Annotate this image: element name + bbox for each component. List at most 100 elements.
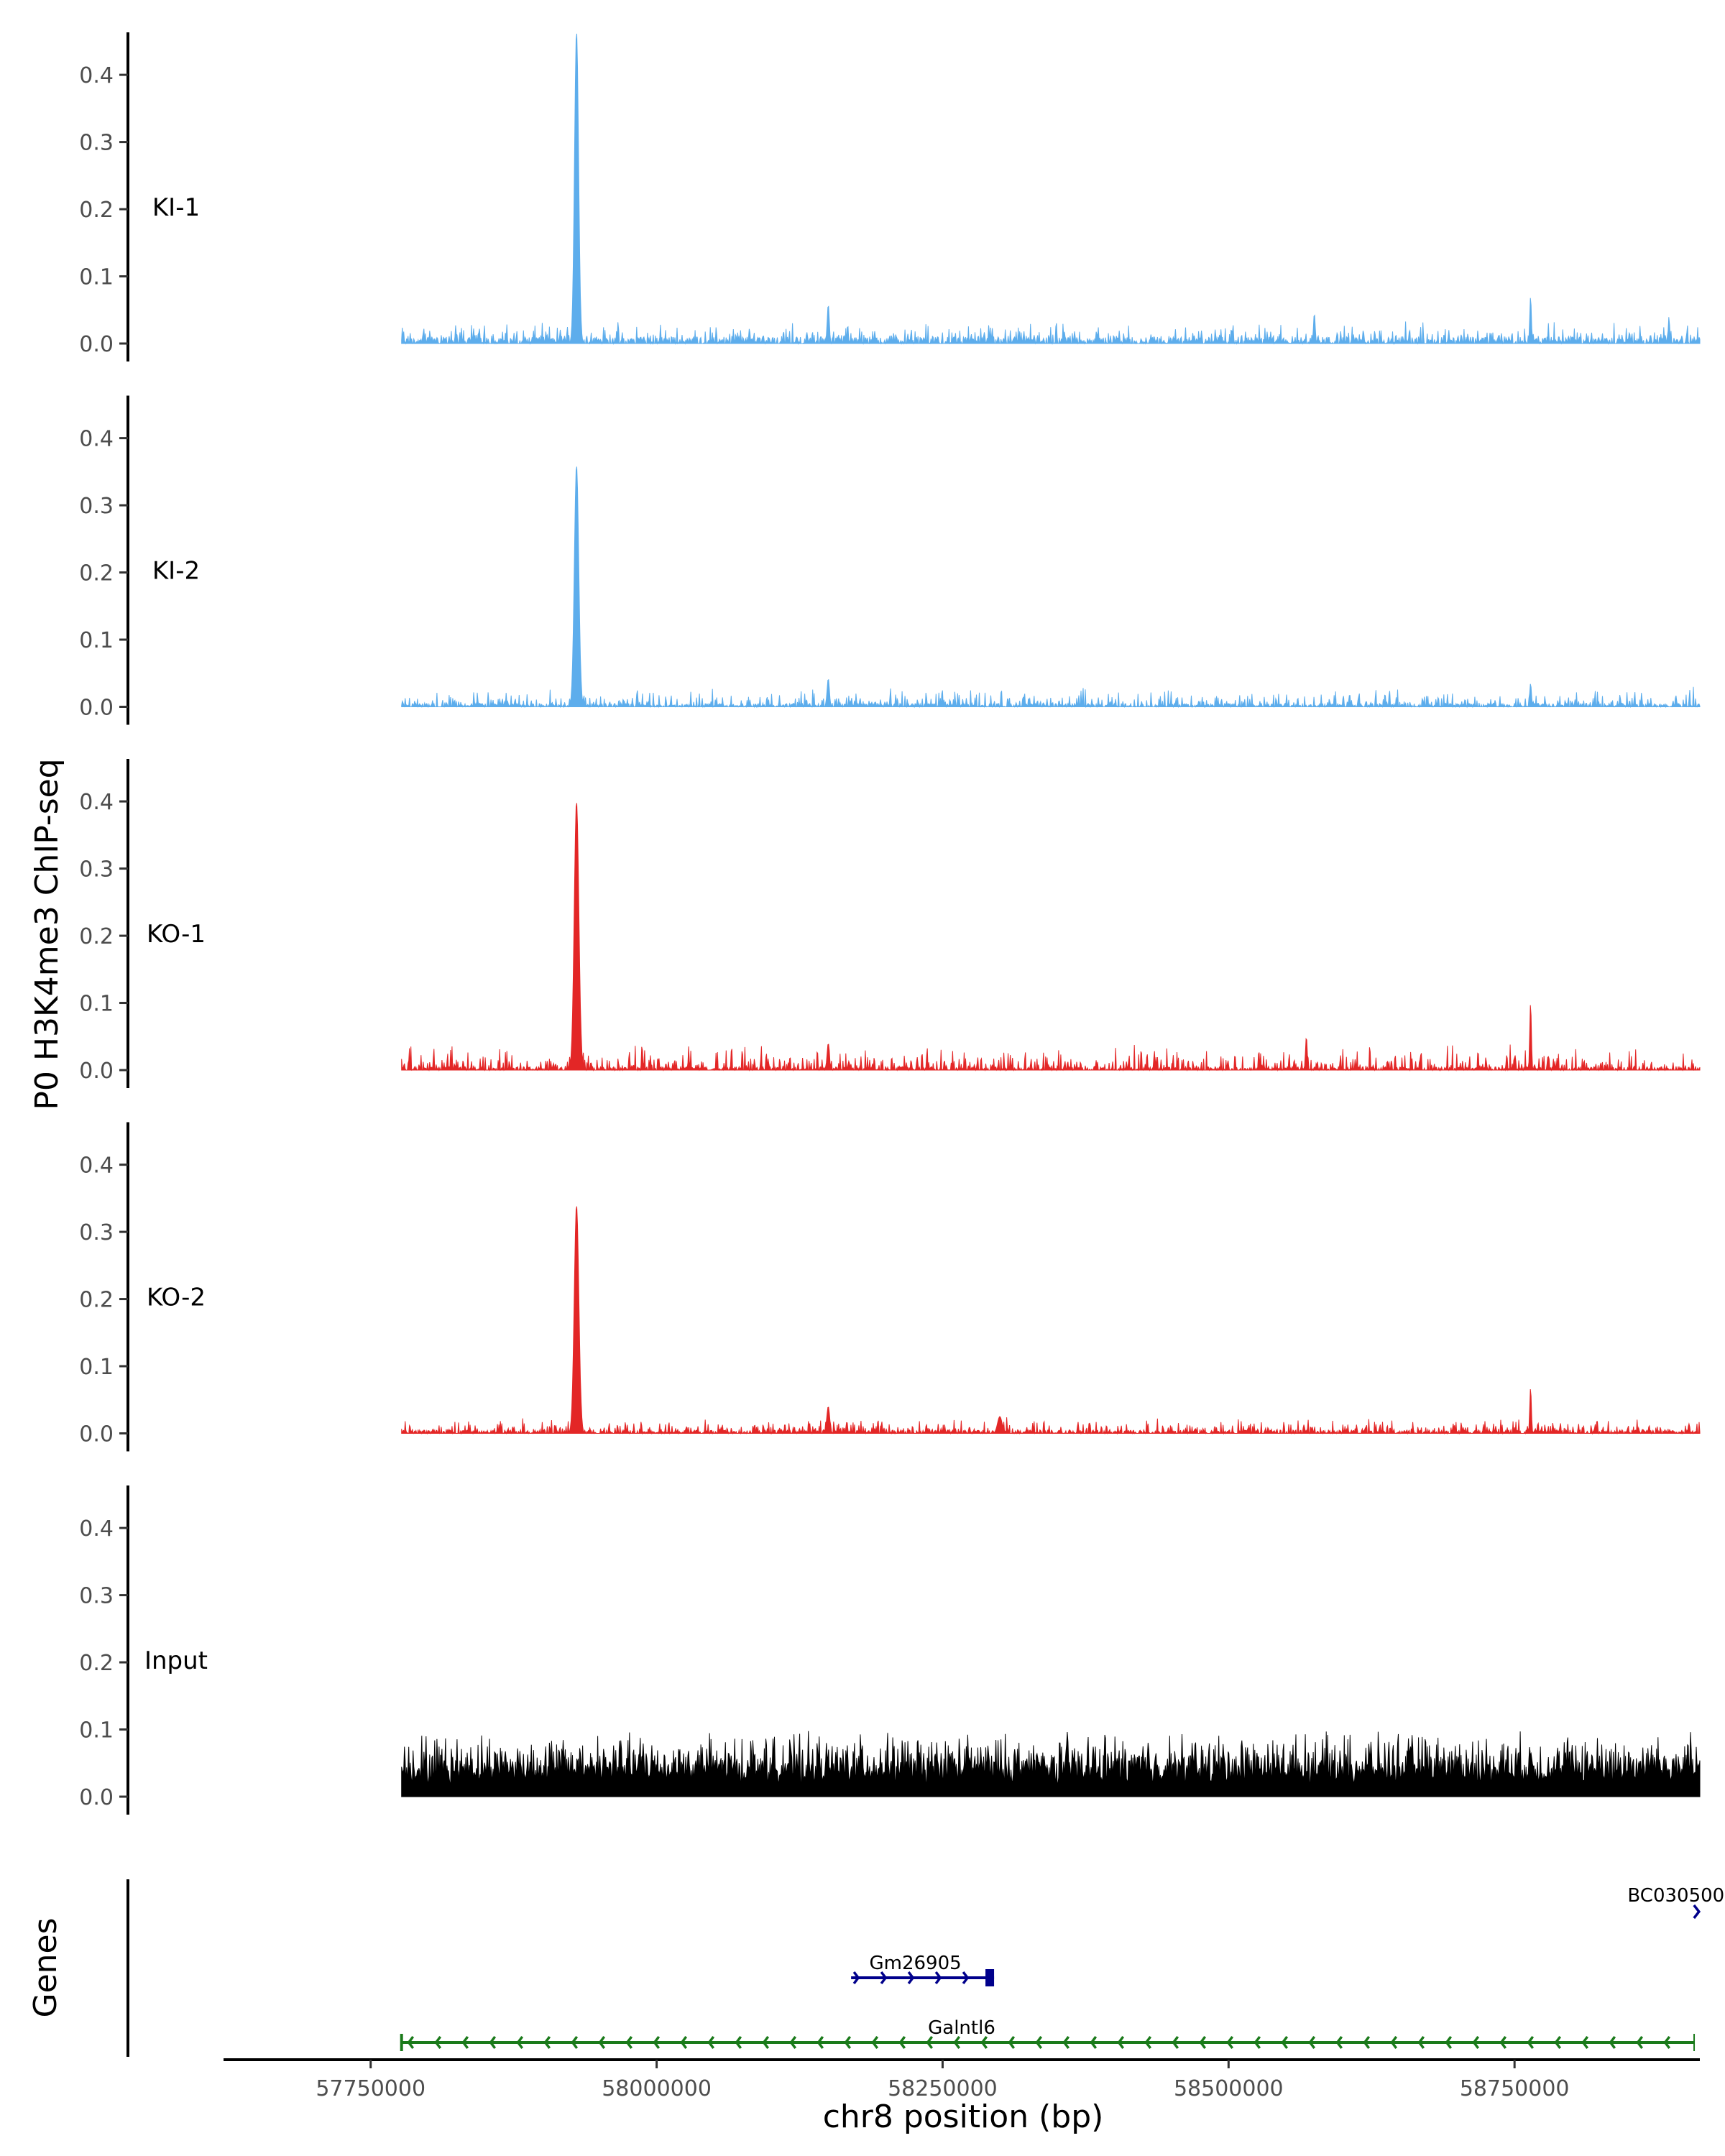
strand-arrow <box>489 2035 497 2050</box>
track-label: KO-1 <box>147 920 206 949</box>
strand-arrow <box>1308 2035 1316 2050</box>
x-tick-label: 58000000 <box>602 2076 712 2101</box>
exon <box>985 1969 995 1986</box>
strand-arrow <box>1499 2035 1507 2050</box>
track-label: Input <box>144 1646 208 1675</box>
strand-arrow <box>1554 2035 1562 2050</box>
strand-arrow <box>880 1971 888 1985</box>
y-tick-label: 0.3 <box>79 857 114 883</box>
track-input: 0.0 0.1 0.2 0.3 0.4 Input <box>79 1485 1701 1815</box>
y-tick-label: 0.1 <box>79 1718 114 1743</box>
y-tick-label: 0.2 <box>79 1288 114 1313</box>
strand-arrow <box>852 1971 860 1985</box>
y-tick-label: 0.4 <box>79 1153 114 1179</box>
track-label: KI-2 <box>152 557 200 586</box>
strand-arrow <box>980 2035 988 2050</box>
strand-arrow <box>1445 2035 1453 2050</box>
track-ko-1: 0.0 0.1 0.2 0.3 0.4 KO-1 <box>79 759 1701 1088</box>
y-tick-label: 0.4 <box>79 63 114 88</box>
y-tick-label: 0.4 <box>79 427 114 452</box>
y-tick-label: 0.3 <box>79 1220 114 1245</box>
gene-gm26905: Gm26905 <box>851 1953 995 1986</box>
signal-tracks: 0.00.10.20.30.4KI-10.00.10.20.30.4KI-20.… <box>79 32 1701 1815</box>
y-tick-label: 0.3 <box>79 1584 114 1609</box>
strand-arrow <box>1254 2035 1261 2050</box>
strand-arrow <box>1636 2035 1644 2050</box>
gene-label: BC030500 <box>1627 1885 1724 1907</box>
y-tick-label: 0.0 <box>79 332 114 357</box>
y-tick-label: 0.4 <box>79 1516 114 1542</box>
strand-arrow <box>1693 1904 1701 1920</box>
strand-arrow <box>1417 2035 1425 2050</box>
strand-arrow <box>1144 2035 1152 2050</box>
x-axis-title: chr8 position (bp) <box>823 2099 1104 2135</box>
signal-area-ki-1 <box>401 33 1701 345</box>
strand-arrow <box>962 1971 970 1985</box>
x-tick-label: 58750000 <box>1460 2076 1570 2101</box>
strand-arrow <box>680 2035 688 2050</box>
x-tick-label: 57750000 <box>316 2076 426 2101</box>
strand-arrow <box>762 2035 770 2050</box>
strand-arrow <box>926 2035 934 2050</box>
strand-arrow <box>1199 2035 1207 2050</box>
strand-arrow <box>653 2035 661 2050</box>
strand-arrow <box>1035 2035 1043 2050</box>
strand-arrow <box>543 2035 551 2050</box>
strand-arrow <box>1226 2035 1234 2050</box>
track-ki-1: 0.0 0.1 0.2 0.3 0.4 KI-1 <box>79 32 1701 361</box>
signal-area-input <box>401 1731 1701 1797</box>
strand-arrow <box>407 2035 415 2050</box>
strand-arrow <box>1090 2035 1098 2050</box>
genes-track-label: Genes <box>27 1917 64 2017</box>
x-tick-label: 58500000 <box>1174 2076 1284 2101</box>
strand-arrow <box>953 2035 961 2050</box>
y-tick-label: 0.0 <box>79 1785 114 1810</box>
y-tick-label: 0.1 <box>79 1355 114 1380</box>
strand-arrow <box>516 2035 524 2050</box>
strand-arrow <box>789 2035 797 2050</box>
strand-arrow <box>625 2035 633 2050</box>
strand-arrow <box>1117 2035 1125 2050</box>
x-tick-label: 58250000 <box>888 2076 998 2101</box>
y-tick-label: 0.2 <box>79 924 114 949</box>
strand-arrow <box>816 2035 824 2050</box>
strand-arrow <box>907 1971 915 1985</box>
strand-arrow <box>898 2035 906 2050</box>
gene-bc030500: BC030500 <box>1627 1885 1724 1920</box>
y-tick-label: 0.3 <box>79 131 114 156</box>
y-tick-label: 0.0 <box>79 1059 114 1084</box>
track-label: KO-2 <box>147 1284 206 1312</box>
y-axis-title: P0 H3K4me3 ChIP-seq <box>29 758 65 1110</box>
strand-arrow <box>1609 2035 1616 2050</box>
strand-arrow <box>1472 2035 1480 2050</box>
y-tick-label: 0.1 <box>79 628 114 653</box>
x-axis: 57750000 58000000 58250000 58500000 58750000 <box>224 2058 1700 2101</box>
y-tick-label: 0.0 <box>79 1422 114 1447</box>
strand-arrow <box>1335 2035 1343 2050</box>
strand-arrow <box>1172 2035 1179 2050</box>
strand-arrow <box>1663 2035 1671 2050</box>
strand-arrow <box>1008 2035 1016 2050</box>
track-ko-2: 0.0 0.1 0.2 0.3 0.4 KO-2 <box>79 1122 1701 1452</box>
strand-arrow <box>1390 2035 1398 2050</box>
strand-arrow <box>707 2035 715 2050</box>
y-tick-label: 0.0 <box>79 696 114 721</box>
signal-area-ki-2 <box>401 466 1701 709</box>
y-tick-label: 0.4 <box>79 790 114 815</box>
strand-arrow <box>1527 2035 1535 2050</box>
strand-arrow <box>461 2035 469 2050</box>
gene-label: Galntl6 <box>928 2017 995 2039</box>
y-tick-label: 0.1 <box>79 265 114 290</box>
strand-arrow <box>1281 2035 1289 2050</box>
signal-area-ko-2 <box>401 1206 1701 1435</box>
strand-arrow <box>871 2035 879 2050</box>
signal-area-ko-1 <box>401 803 1701 1072</box>
strand-arrow <box>844 2035 852 2050</box>
gene-label: Gm26905 <box>870 1953 962 1974</box>
strand-arrow <box>1363 2035 1371 2050</box>
strand-arrow <box>735 2035 742 2050</box>
strand-arrow <box>598 2035 606 2050</box>
y-tick-label: 0.2 <box>79 561 114 586</box>
strand-arrow <box>571 2035 579 2050</box>
